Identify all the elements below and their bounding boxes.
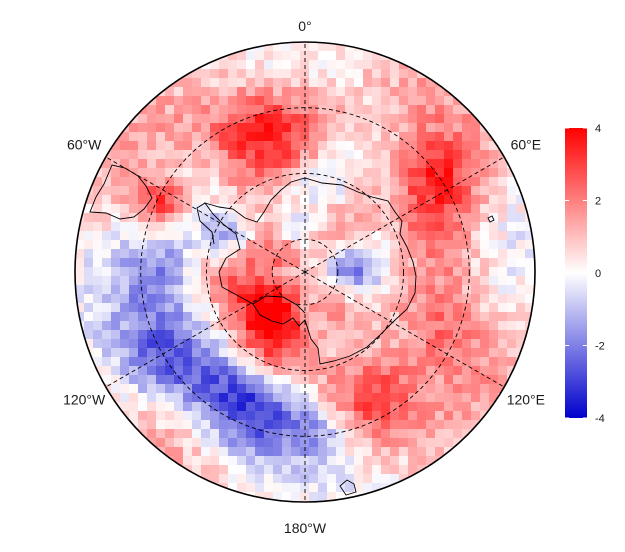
meridian-label: 60°E [511, 137, 542, 153]
anomaly-field [75, 42, 535, 502]
meridian-300 [105, 156, 306, 273]
meridian-labels: 0° 60°W 60°E 120°W 120°E 180°W [63, 18, 545, 536]
coastlines [89, 164, 495, 496]
graticule [105, 42, 505, 502]
meridian-60 [304, 156, 505, 273]
meridian-label: 0° [298, 18, 311, 34]
antarctica-coastline [203, 177, 417, 365]
meridian-240 [105, 271, 306, 388]
kerguelen-coastline [487, 215, 495, 223]
south-america-coastline [89, 164, 153, 220]
meridian-label: 60°W [67, 137, 102, 153]
colorbar-tick-label: -4 [595, 413, 605, 425]
new-zealand-coastline [339, 479, 357, 496]
parallel-80s [271, 238, 339, 306]
antarctic-peninsula-coast [196, 202, 215, 245]
colorbar-tick-label: 0 [595, 268, 601, 280]
map-boundary [74, 41, 536, 503]
ross-ice-shelf-coast [252, 295, 306, 314]
colorbar-tick-label: 2 [595, 196, 601, 208]
meridian-label: 120°W [63, 392, 106, 408]
meridian-label: 180°W [284, 520, 327, 536]
colorbar: 4 2 0 -2 -4 [565, 123, 605, 425]
colorbar-tick-label: 4 [595, 123, 601, 135]
meridian-label: 120°E [507, 392, 545, 408]
colorbar-ramp [565, 128, 587, 418]
colorbar-tick-label: -2 [595, 341, 605, 353]
meridian-120 [304, 271, 505, 388]
